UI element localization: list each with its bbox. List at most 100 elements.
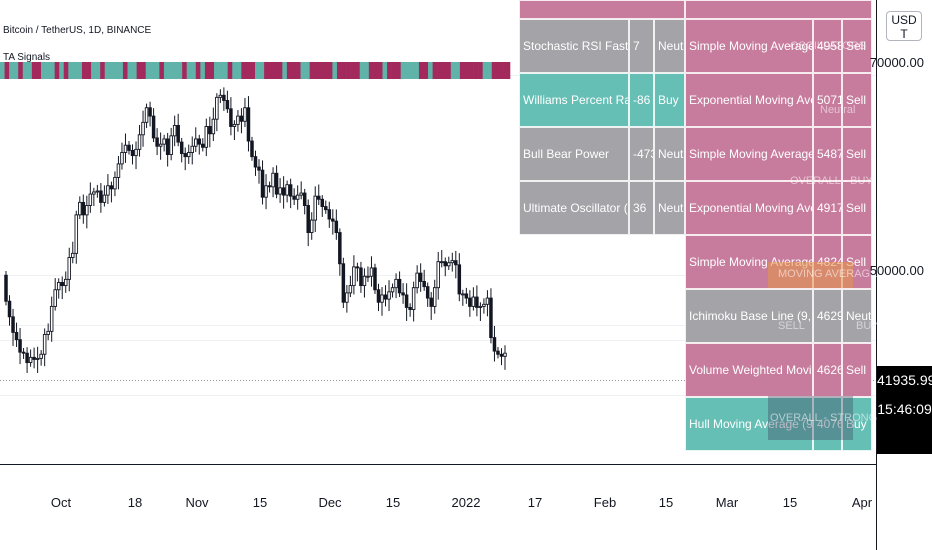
ma-value-cell: 46295 (813, 289, 842, 343)
indicator-legend[interactable]: TA Signals (3, 52, 51, 63)
candle-body (345, 292, 349, 303)
candle-body (116, 163, 121, 178)
candle (341, 257, 346, 308)
candle (215, 93, 219, 132)
candle (102, 185, 107, 207)
candle (376, 283, 381, 312)
signal-strip-cell (446, 62, 452, 79)
signal-strip-cell (428, 62, 433, 79)
signal-strip-cell (350, 62, 356, 79)
ma-name-cell: Hull Moving Average (9) (685, 397, 813, 451)
candle (25, 347, 29, 373)
time-axis-label: Oct (50, 495, 72, 510)
signal-strip-cell (482, 62, 488, 79)
candle (401, 283, 405, 304)
ma-action-cell: Buy (842, 397, 872, 451)
candle (454, 250, 458, 279)
signal-strip-cell (159, 62, 165, 79)
signal-strip-cell (204, 62, 210, 79)
signal-strip-cell (232, 62, 238, 79)
signal-strip-cell (423, 62, 429, 79)
candle (7, 295, 12, 326)
candle-body (324, 206, 328, 211)
signal-strip-cell (0, 62, 5, 79)
candle (229, 97, 233, 136)
signal-strip-cell (341, 62, 347, 79)
candle-body (492, 337, 497, 352)
candle-body (39, 353, 43, 359)
candle (88, 182, 93, 213)
signal-strip-cell (31, 62, 37, 79)
candle (42, 328, 47, 367)
moving-averages-summary-label: MOVING AVERAGES (778, 268, 885, 280)
candle-body (457, 264, 462, 295)
signal-strip-cell (227, 62, 233, 79)
candle (359, 261, 363, 293)
signal-strip-cell (100, 62, 106, 79)
candle (450, 252, 455, 272)
signal-strip-cell (277, 62, 283, 79)
currency-button[interactable]: USD T (886, 11, 922, 41)
candle (35, 346, 40, 373)
candle-body (81, 201, 86, 216)
ma-name-cell: Volume Weighted Moving Average (20) (685, 343, 813, 397)
signal-strip-cell (122, 62, 128, 79)
candle-body (278, 187, 282, 195)
candle-body (32, 356, 36, 360)
ma-action-cell: Sell (842, 73, 872, 127)
candle-body (56, 282, 61, 291)
bar-countdown: 15:46:09 (877, 394, 932, 454)
candle (225, 90, 230, 113)
signal-strip-cell (13, 62, 19, 79)
candle (109, 181, 114, 203)
candle-body (380, 294, 384, 303)
candle-body (130, 149, 135, 157)
candle (468, 290, 472, 317)
symbol-legend[interactable]: Bitcoin / TetherUS, 1D, BINANCE (3, 25, 152, 36)
candle (390, 283, 395, 298)
candle-body (151, 115, 156, 139)
signal-strip-cell (127, 62, 133, 79)
time-axis-label: Dec (318, 495, 342, 510)
candle (232, 120, 237, 140)
signal-strip-cell (459, 62, 465, 79)
candle (257, 159, 261, 184)
candle-body (4, 274, 8, 302)
candle (85, 195, 89, 229)
candle (482, 298, 486, 314)
candle (295, 185, 300, 210)
candle (503, 345, 507, 370)
signal-strip-cell (95, 62, 101, 79)
signal-strip-cell (355, 62, 361, 79)
candle (162, 134, 166, 152)
candle (250, 136, 254, 161)
signal-strip-cell (264, 62, 269, 79)
candle-body (239, 115, 244, 122)
candle-body (63, 278, 68, 287)
candle-body (397, 278, 402, 294)
candle (218, 89, 223, 104)
signal-strip-cell (432, 62, 438, 79)
candle-body (418, 272, 423, 282)
candle (415, 265, 419, 294)
candle-body (229, 108, 233, 127)
candle (197, 134, 202, 155)
osc-value-cell: 7 (629, 19, 654, 73)
candle (99, 183, 103, 213)
candle (464, 287, 469, 304)
candles (4, 87, 507, 373)
signal-strip-cell (450, 62, 456, 79)
candle-body (285, 184, 289, 196)
candle-body (295, 194, 300, 200)
candle (165, 132, 170, 167)
signal-strip-cell (40, 62, 46, 79)
current-price-badge: 41935.99 (877, 366, 932, 394)
signal-strip-cell (400, 62, 406, 79)
candle-body (201, 143, 205, 148)
signal-strip-cell (405, 62, 411, 79)
signal-strip-cell (391, 62, 397, 79)
osc-action-cell: Buy (654, 73, 685, 127)
candle-body (137, 134, 142, 150)
candle (366, 266, 370, 282)
